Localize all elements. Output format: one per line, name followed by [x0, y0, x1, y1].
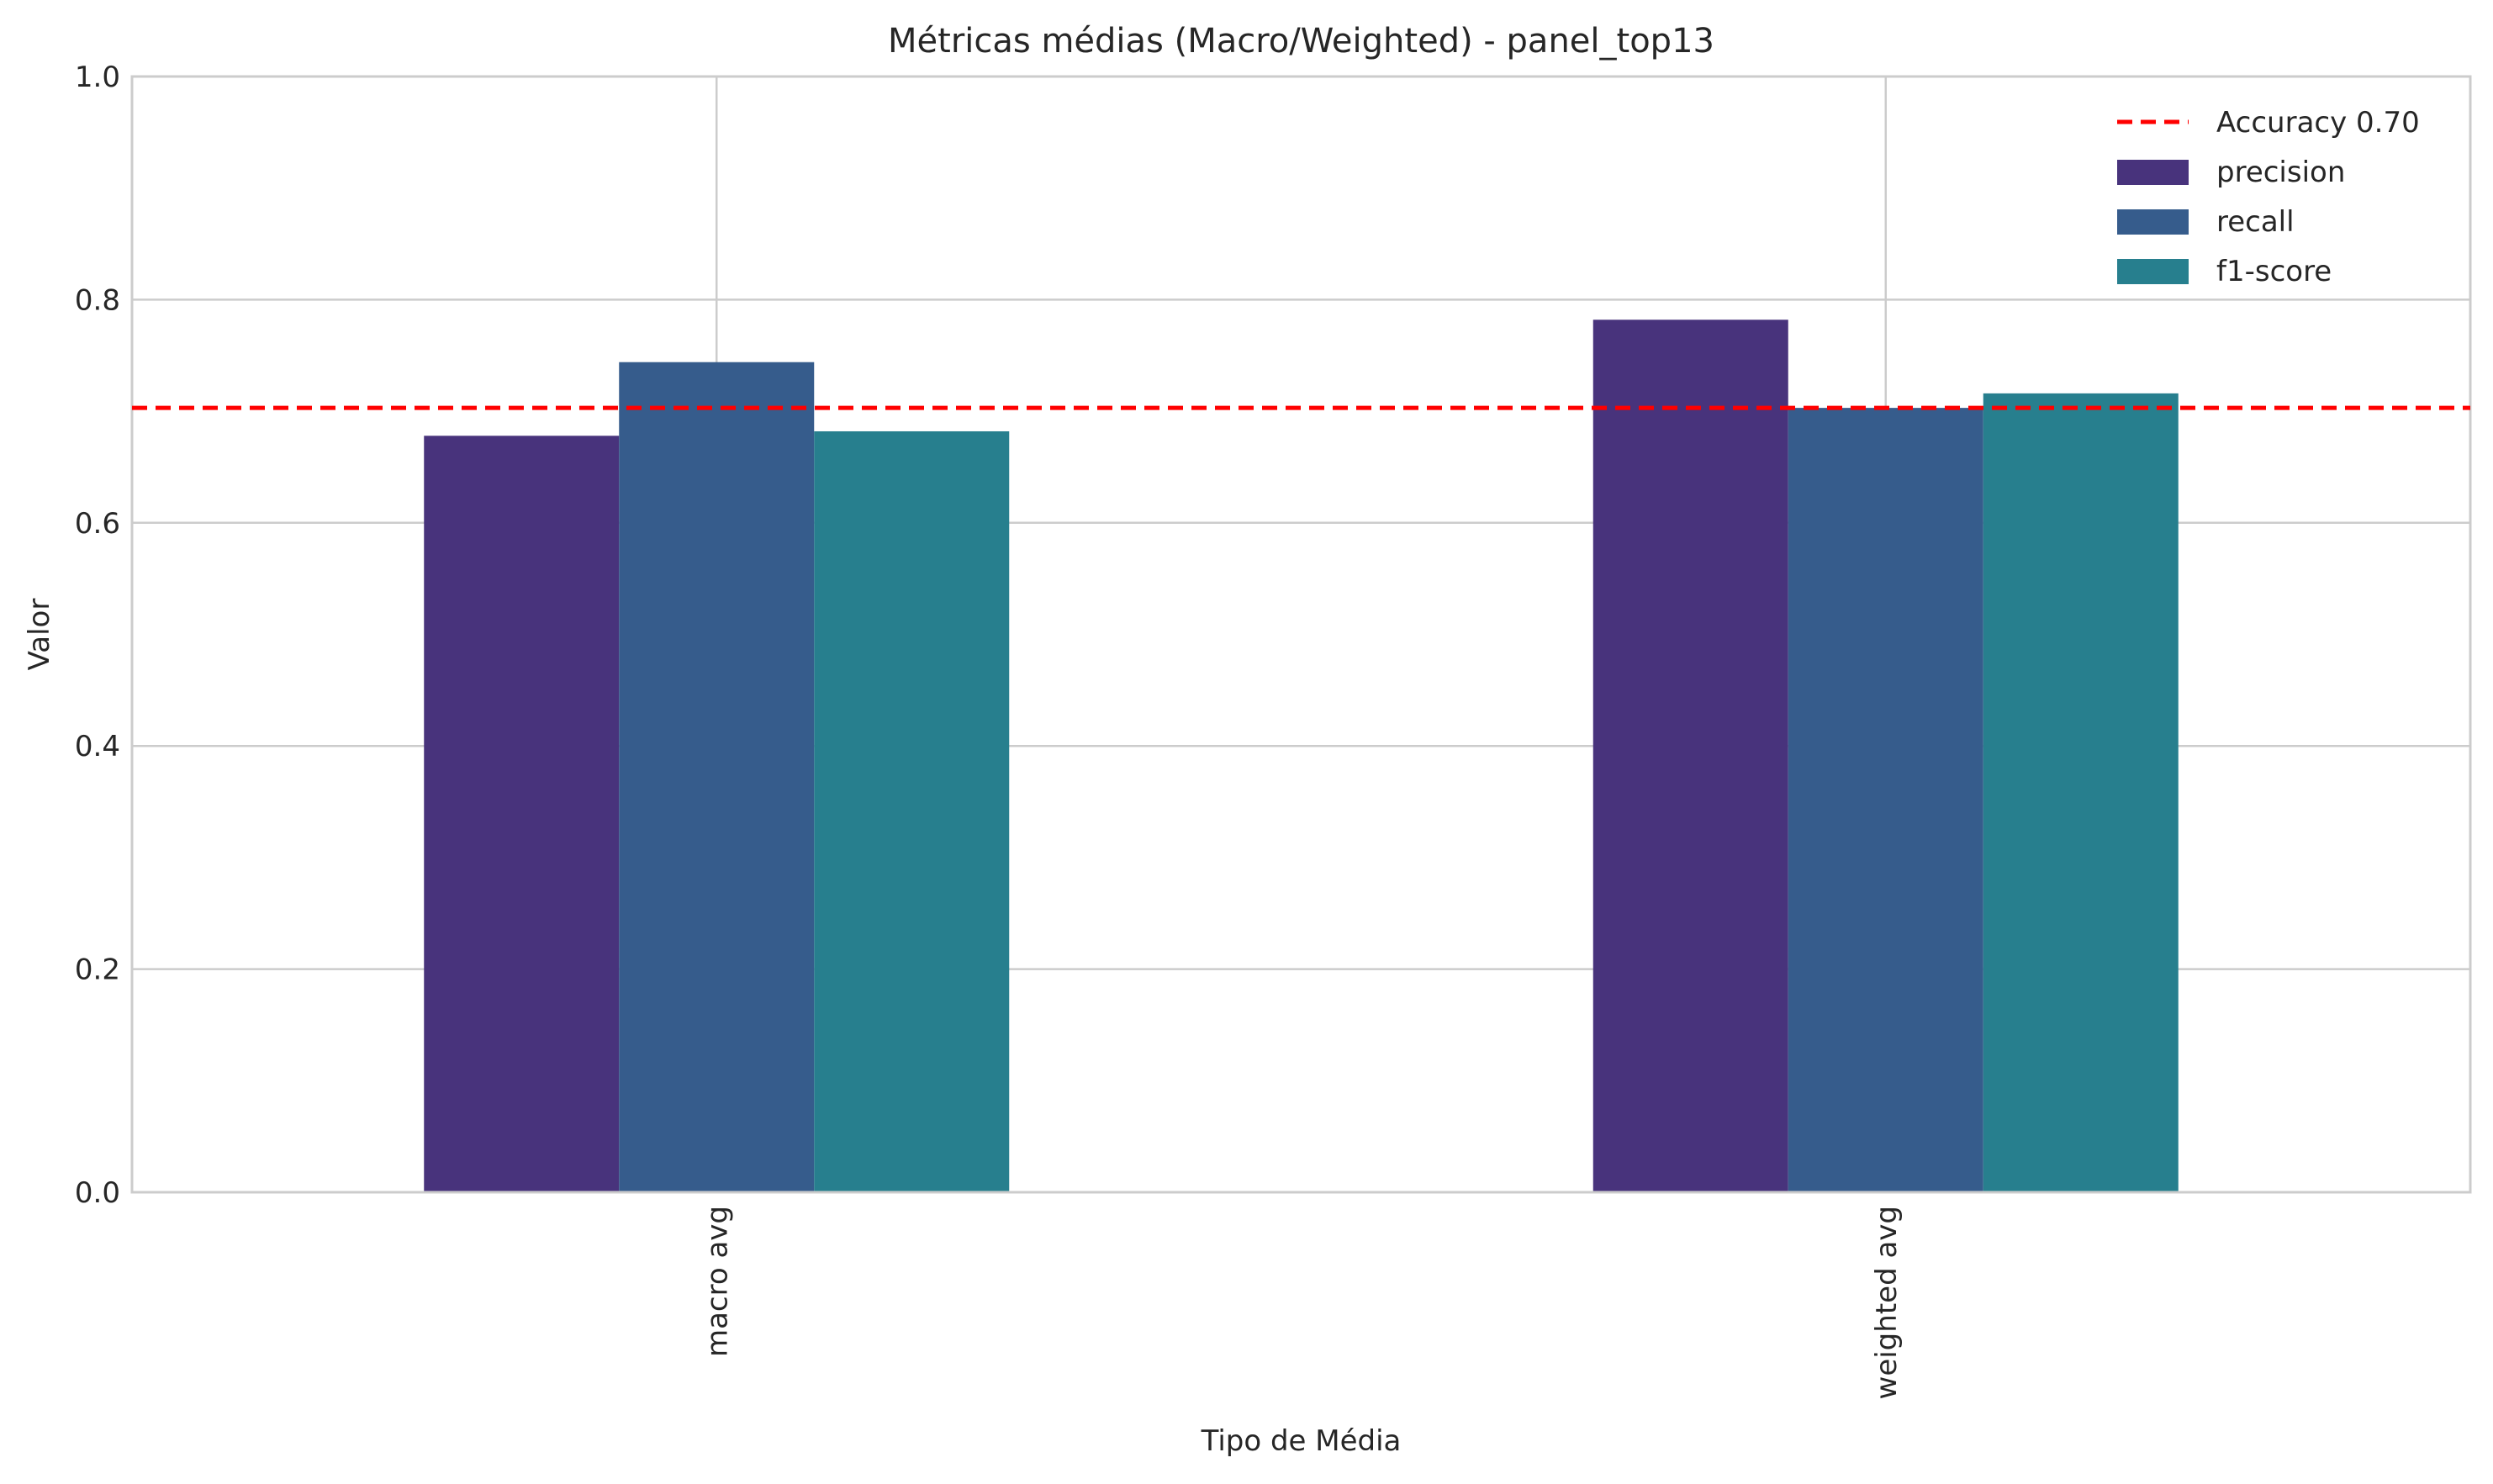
legend-swatch [2117, 209, 2189, 235]
x-tick-label: weighted avg [1870, 1206, 1904, 1399]
legend-label: recall [2216, 205, 2295, 239]
bar-f1-score-weighted-avg [1983, 393, 2179, 1192]
legend-label: Accuracy 0.70 [2216, 106, 2420, 140]
y-tick-label: 0.4 [75, 730, 120, 763]
x-tick-labels: macro avg weighted avg [700, 1206, 1904, 1399]
chart-title: Métricas médias (Macro/Weighted) - panel… [888, 22, 1714, 61]
x-tick-label: macro avg [700, 1206, 734, 1357]
legend-swatch [2117, 160, 2189, 185]
legend-item-recall: recall [2117, 205, 2295, 239]
legend-item-accuracy: Accuracy 0.70 [2117, 106, 2420, 140]
legend-label: precision [2216, 156, 2345, 189]
y-tick-labels: 0.0 0.2 0.4 0.6 0.8 1.0 [75, 61, 120, 1210]
y-tick-label: 0.6 [75, 507, 120, 541]
plot-frame [130, 75, 2472, 1194]
bars [424, 320, 2179, 1192]
bar-precision-macro-avg [424, 436, 620, 1192]
legend: Accuracy 0.70 precision recall f1-score [2117, 106, 2420, 288]
bar-recall-weighted-avg [1788, 408, 1983, 1192]
legend-label: f1-score [2216, 255, 2332, 288]
y-tick-label: 0.2 [75, 953, 120, 987]
bar-recall-macro-avg [619, 362, 815, 1192]
y-axis-label: Valor [23, 599, 56, 671]
bar-f1-score-macro-avg [814, 430, 1010, 1192]
legend-swatch [2117, 259, 2189, 284]
y-tick-label: 1.0 [75, 61, 120, 94]
y-tick-label: 0.8 [75, 283, 120, 317]
y-tick-label: 0.0 [75, 1176, 120, 1210]
bar-precision-weighted-avg [1592, 320, 1788, 1192]
x-axis-label: Tipo de Média [1201, 1424, 1402, 1458]
legend-item-precision: precision [2117, 156, 2345, 189]
legend-item-f1-score: f1-score [2117, 255, 2332, 288]
